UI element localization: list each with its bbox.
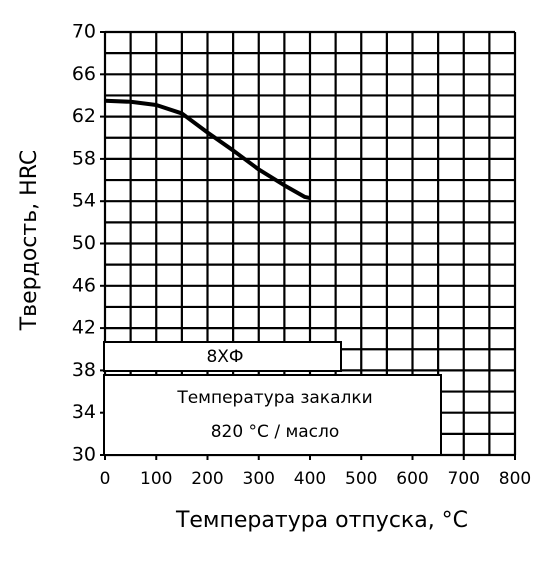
- y-tick-label: 38: [72, 359, 96, 381]
- y-tick-label: 30: [72, 444, 96, 466]
- legend-entry: 8ХФ: [206, 347, 243, 367]
- annotation: Температура закалки: [176, 388, 372, 408]
- legend-box: [103, 341, 342, 372]
- annotation-box: [103, 374, 442, 456]
- x-tick-label: 600: [396, 469, 428, 489]
- x-tick-label: 800: [499, 469, 531, 489]
- x-tick-label: 0: [100, 469, 111, 489]
- y-tick-label: 58: [72, 147, 96, 169]
- y-tick-label: 34: [72, 401, 96, 423]
- y-axis-label: Твердость, HRC: [17, 150, 42, 332]
- x-tick-label: 700: [448, 469, 480, 489]
- y-tick-label: 66: [72, 63, 96, 85]
- y-tick-label: 62: [72, 105, 96, 127]
- line: [104, 98, 311, 200]
- x-tick-label: 300: [243, 469, 275, 489]
- annotation: 820 °C / масло: [211, 422, 340, 442]
- x-tick-label: 500: [345, 469, 377, 489]
- y-tick-label: 70: [72, 21, 96, 43]
- x-tick-label: 100: [140, 469, 172, 489]
- x-tick-label: 200: [191, 469, 223, 489]
- y-tick-label: 46: [72, 274, 96, 296]
- x-tick-label: 400: [294, 469, 326, 489]
- y-tick-label: 50: [72, 232, 96, 254]
- x-axis-label: Температура отпуска, °C: [175, 508, 468, 533]
- y-tick-label: 54: [72, 190, 96, 212]
- y-tick-label: 42: [72, 317, 96, 339]
